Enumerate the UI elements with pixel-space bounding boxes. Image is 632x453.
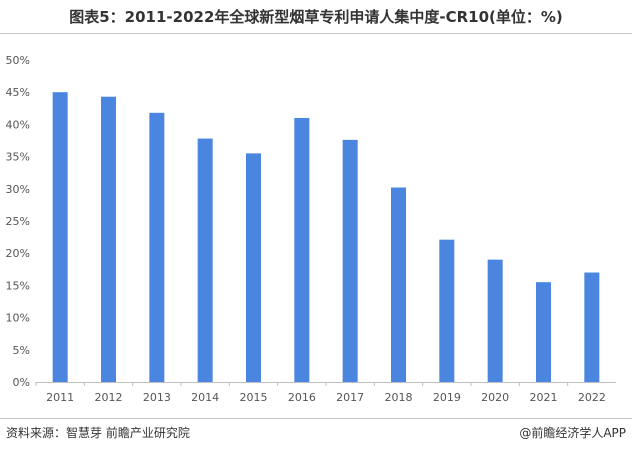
x-tick-label: 2012 [95, 391, 123, 404]
y-tick-label: 5% [13, 344, 30, 357]
y-tick-label: 15% [6, 279, 30, 292]
y-tick-label: 40% [6, 118, 30, 131]
credit-note: @前瞻经济学人APP [519, 426, 626, 440]
x-tick-label: 2013 [143, 391, 171, 404]
x-tick-label: 2011 [46, 391, 74, 404]
bar-2013 [149, 112, 165, 383]
title-divider [0, 33, 632, 34]
bar-2018 [391, 187, 406, 382]
y-tick-label: 0% [13, 376, 30, 389]
chart-title: 图表5：2011-2022年全球新型烟草专利申请人集中度-CR10(单位：%) [69, 8, 563, 26]
bar-2016 [294, 117, 310, 383]
bar-2012 [101, 96, 116, 382]
x-tick-label: 2020 [481, 391, 509, 404]
bar-2011 [52, 92, 68, 382]
x-tick-label: 2016 [288, 391, 316, 404]
y-tick-label: 10% [6, 312, 30, 325]
bar-chart: 0% 5% 10% 15% 20% 25% 30% 35% 40% 45% 50% 2011 2012 2… [6, 54, 616, 404]
y-tick-label: 45% [6, 86, 30, 99]
y-tick-label: 30% [6, 183, 30, 196]
y-tick-label: 25% [6, 215, 30, 228]
y-tick-label: 35% [6, 151, 30, 164]
bar-2019 [439, 239, 455, 382]
source-note: 资料来源：智慧芽 前瞻产业研究院 [6, 426, 190, 440]
y-tick-label: 50% [6, 54, 30, 67]
x-tick-label: 2022 [578, 391, 606, 404]
x-tick-label: 2015 [240, 391, 268, 404]
bar-2020 [487, 259, 503, 382]
footer-divider [0, 418, 632, 419]
bar-2022 [584, 272, 600, 382]
x-tick-label: 2014 [191, 391, 219, 404]
bar-2021 [536, 282, 551, 382]
y-tick-label: 20% [6, 247, 30, 260]
x-tick-label: 2018 [385, 391, 413, 404]
bar-2017 [342, 139, 358, 382]
x-tick-label: 2019 [433, 391, 461, 404]
bar-2015 [246, 153, 261, 382]
x-tick-label: 2017 [336, 391, 364, 404]
bar-2014 [197, 138, 213, 382]
x-tick-label: 2021 [530, 391, 558, 404]
